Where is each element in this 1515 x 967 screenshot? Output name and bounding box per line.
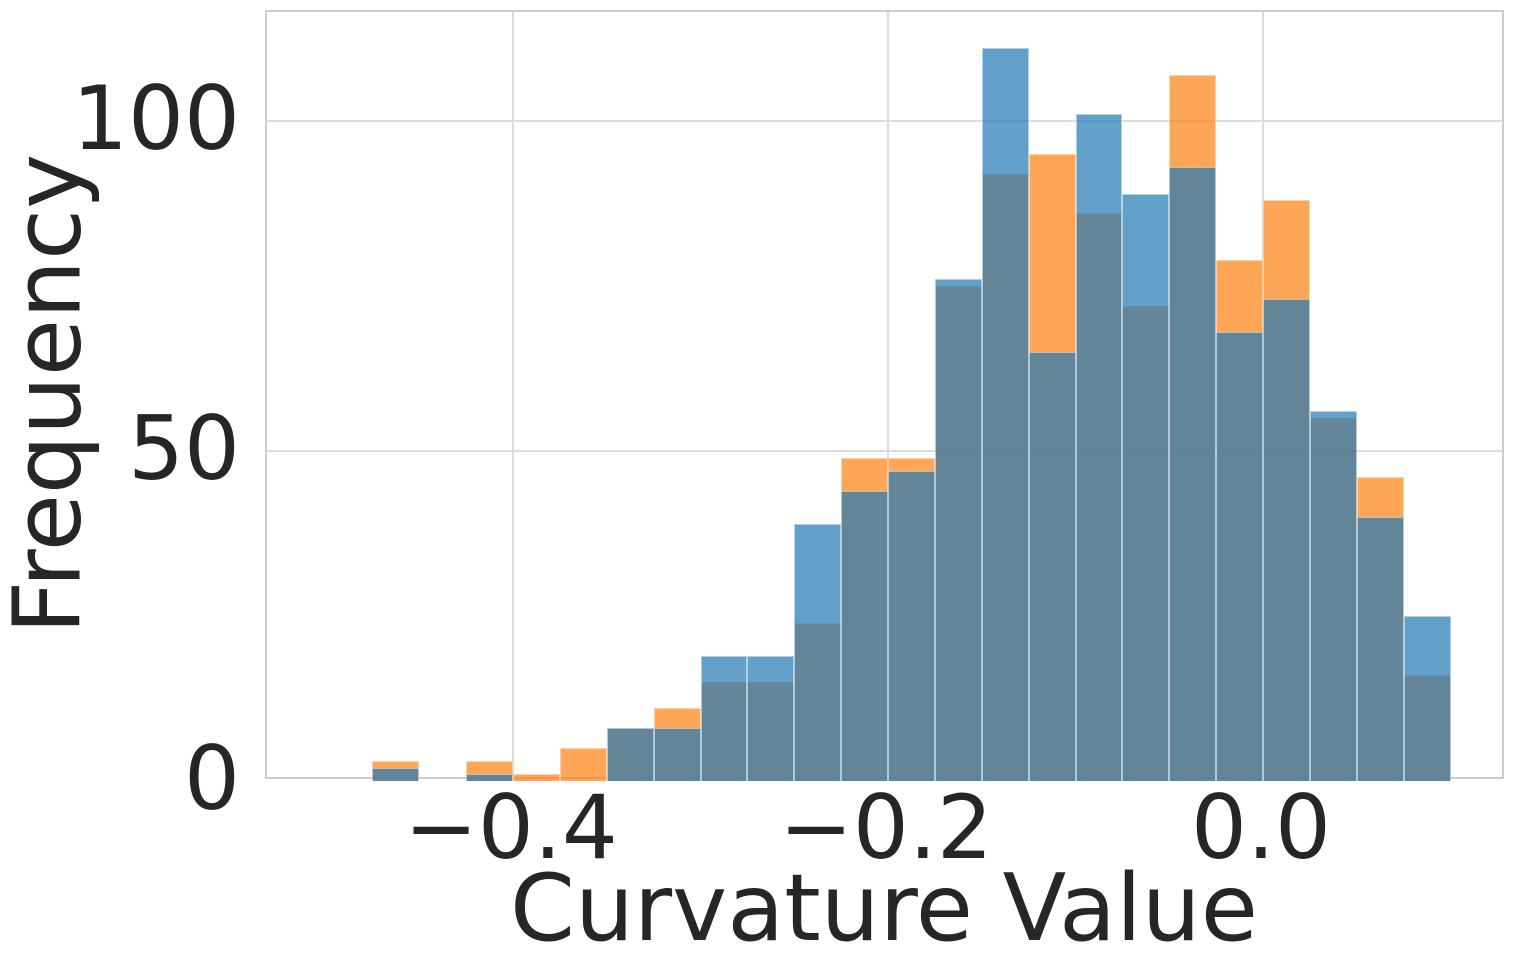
x-tick-label: 0.0 (1191, 776, 1331, 879)
y-axis-tick-labels: 0 50 100 (0, 0, 240, 967)
gridline-vertical (512, 12, 514, 777)
gridline-horizontal (267, 449, 1502, 452)
histogram-bar-orange-distribution-3 (513, 774, 560, 781)
histogram-bar-blue-distribution-22 (1403, 615, 1451, 781)
histogram-bar-blue-distribution-0 (372, 767, 420, 781)
histogram-bar-blue-distribution-14 (1028, 351, 1076, 781)
histogram-bar-blue-distribution-19 (1263, 299, 1310, 781)
y-axis-label: Frequency (0, 153, 102, 635)
histogram-bar-blue-distribution-20 (1309, 411, 1357, 781)
x-tick-label: −0.2 (779, 776, 993, 879)
histogram-bar-blue-distribution-5 (606, 728, 654, 781)
histogram-bar-blue-distribution-11 (888, 470, 935, 781)
histogram-bar-blue-distribution-16 (1122, 193, 1170, 781)
x-axis-label: Curvature Value (510, 854, 1258, 962)
histogram-bar-blue-distribution-8 (747, 655, 795, 781)
histogram-bar-blue-distribution-2 (466, 774, 513, 781)
histogram-bar-blue-distribution-10 (841, 490, 888, 781)
y-tick-label: 50 (128, 396, 240, 500)
gridline-horizontal (267, 119, 1502, 122)
histogram-bar-blue-distribution-15 (1075, 114, 1123, 781)
histogram-bar-blue-distribution-12 (934, 279, 982, 781)
histogram-bar-blue-distribution-9 (794, 523, 842, 781)
histogram-bar-blue-distribution-17 (1169, 167, 1217, 781)
y-tick-label: 0 (184, 727, 240, 830)
gridline-vertical (887, 12, 889, 777)
y-tick-label: 100 (72, 66, 240, 170)
histogram-bar-blue-distribution-18 (1216, 332, 1263, 781)
histogram-bar-blue-distribution-7 (700, 655, 748, 781)
histogram-bar-blue-distribution-6 (653, 728, 701, 781)
histogram-bar-blue-distribution-13 (981, 48, 1029, 781)
histogram-bar-orange-distribution-4 (559, 747, 607, 781)
histogram-bar-blue-distribution-21 (1356, 516, 1404, 781)
plot-area (265, 10, 1504, 781)
x-tick-label: −0.4 (404, 776, 618, 879)
